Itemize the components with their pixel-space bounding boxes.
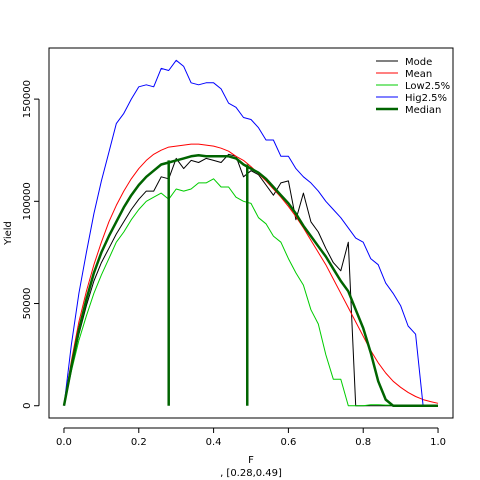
plot-frame [48,47,454,419]
series-line-mode [63,153,438,407]
legend-label: Mode [405,57,432,68]
x-tick-label: 1.0 [430,437,446,448]
series-line-low2-5- [63,178,438,407]
x-tick-label: 0.2 [131,437,147,448]
x-tick-label: 0.8 [355,437,371,448]
y-tick-label: 150000 [22,80,33,118]
y-tick-label: 50000 [22,288,33,320]
legend-label: Hig2.5% [405,93,447,104]
series-layer [62,59,439,407]
series-line-hig2-5- [63,59,438,407]
y-tick-label: 100000 [22,182,33,220]
x-axis: 0.0 0.2 0.4 0.6 0.8 1.0 [56,427,446,448]
x-axis-subtitle: , [0.28,0.49] [220,468,282,479]
interval-lines [167,160,249,406]
x-tick-label: 0.6 [280,437,296,448]
legend-label: Median [405,105,441,116]
series-line-median [62,154,438,407]
legend-label: Mean [405,69,432,80]
y-axis: 0 50000 100000 150000 [22,80,40,409]
x-axis-label: F [248,455,254,466]
legend-label: Low2.5% [405,81,450,92]
y-tick-label: 0 [22,403,33,409]
series-line-mean [63,143,439,406]
y-axis-label: Yield [3,221,14,246]
x-tick-label: 0.0 [56,437,72,448]
x-tick-label: 0.4 [206,437,222,448]
